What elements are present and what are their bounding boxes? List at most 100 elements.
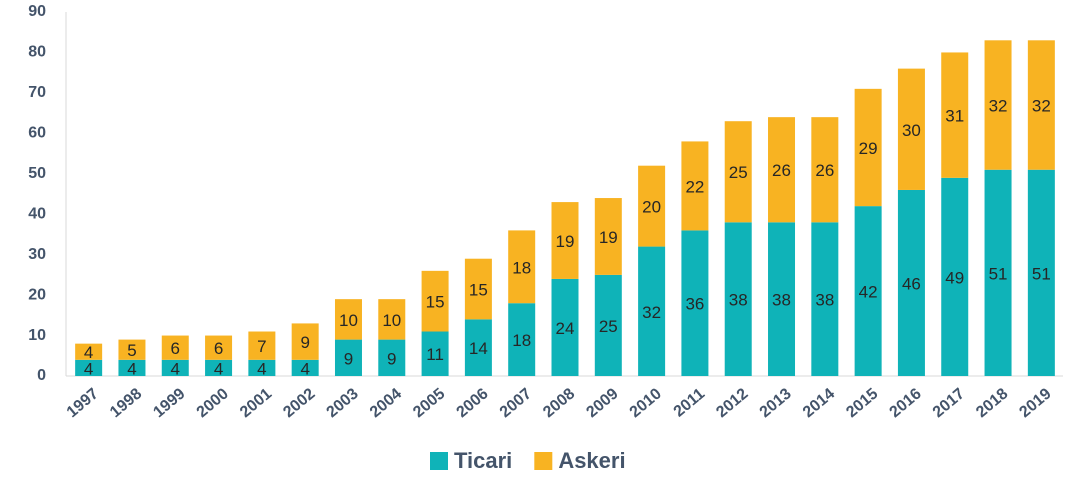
bar-segment xyxy=(248,331,276,360)
bar-segment xyxy=(248,359,276,376)
value-label: 51 xyxy=(989,264,1008,283)
x-tick-label: 2005 xyxy=(410,385,448,421)
y-tick-label: 50 xyxy=(28,165,46,182)
value-label: 10 xyxy=(339,311,358,330)
value-label: 4 xyxy=(171,359,180,378)
bar-segment xyxy=(1027,40,1055,170)
x-tick-label: 2018 xyxy=(973,385,1011,421)
value-label: 30 xyxy=(902,121,921,140)
bar-segment xyxy=(897,68,925,190)
bar-segment xyxy=(594,274,622,376)
value-label: 38 xyxy=(815,291,834,310)
x-tick-label: 2002 xyxy=(280,385,318,421)
y-tick-label: 40 xyxy=(28,205,46,222)
bar-segment xyxy=(421,270,449,332)
value-label: 4 xyxy=(300,359,309,378)
x-tick-label: 1997 xyxy=(64,385,102,421)
value-label: 4 xyxy=(257,359,266,378)
bar-segment xyxy=(161,335,189,360)
bar-segment xyxy=(984,40,1012,170)
bar-segment xyxy=(724,222,752,376)
x-tick-label: 2019 xyxy=(1016,385,1054,421)
value-label: 9 xyxy=(344,349,353,368)
x-tick-label: 2008 xyxy=(540,385,578,421)
x-tick-label: 2014 xyxy=(800,385,838,421)
bar-segment xyxy=(811,117,839,223)
bar-segment xyxy=(75,343,103,360)
value-label: 11 xyxy=(426,345,444,364)
bar-segment xyxy=(75,359,103,376)
value-label: 18 xyxy=(512,258,531,277)
value-label: 4 xyxy=(84,359,93,378)
y-tick-label: 20 xyxy=(28,286,46,303)
value-label: 9 xyxy=(300,333,309,352)
bar-segment xyxy=(811,222,839,376)
x-tick-label: 2011 xyxy=(671,385,709,420)
x-tick-label: 2007 xyxy=(497,385,535,421)
value-label: 32 xyxy=(989,97,1008,116)
x-tick-label: 2009 xyxy=(583,385,621,421)
value-label: 4 xyxy=(127,359,136,378)
bar-segment xyxy=(161,359,189,376)
legend-label: Askeri xyxy=(558,448,625,473)
bar-segment xyxy=(291,359,319,376)
bar-segment xyxy=(118,339,146,360)
value-label: 22 xyxy=(685,177,704,196)
x-tick-label: 2001 xyxy=(237,385,275,421)
bar-segment xyxy=(941,52,969,178)
value-label: 4 xyxy=(84,343,93,362)
bar-segment xyxy=(551,278,579,376)
value-label: 5 xyxy=(127,341,136,360)
bar-segment xyxy=(421,331,449,376)
x-tick-label: 2006 xyxy=(453,385,491,421)
value-label: 38 xyxy=(729,291,748,310)
bar-segment xyxy=(464,319,492,376)
bar-segment xyxy=(681,230,709,376)
bar-segment xyxy=(638,246,666,376)
value-label: 31 xyxy=(945,107,964,126)
bar-segment xyxy=(378,339,406,376)
bar-segment xyxy=(334,339,362,376)
bar-segment xyxy=(205,335,233,360)
bar-segment xyxy=(854,206,882,376)
x-tick-label: 1998 xyxy=(107,385,145,421)
value-label: 14 xyxy=(469,339,488,358)
x-tick-label: 2015 xyxy=(843,385,881,421)
bar-segment xyxy=(1027,169,1055,376)
value-label: 26 xyxy=(772,161,791,180)
value-label: 18 xyxy=(512,331,531,350)
value-label: 25 xyxy=(599,317,618,336)
bar-segment xyxy=(768,222,796,376)
x-tick-label: 2016 xyxy=(887,385,925,421)
bar-segment xyxy=(724,121,752,223)
value-label: 32 xyxy=(642,303,661,322)
value-label: 24 xyxy=(556,319,575,338)
bar-segment xyxy=(118,359,146,376)
legend-swatch xyxy=(534,452,553,470)
bar-segment xyxy=(205,359,233,376)
value-label: 20 xyxy=(642,198,661,217)
y-tick-label: 0 xyxy=(37,367,46,384)
x-tick-label: 1999 xyxy=(150,385,188,421)
value-label: 6 xyxy=(214,339,223,358)
bar-segment xyxy=(768,117,796,223)
y-tick-label: 60 xyxy=(28,125,46,142)
x-tick-label: 2003 xyxy=(324,385,362,421)
y-tick-label: 10 xyxy=(28,327,46,344)
y-tick-label: 70 xyxy=(28,84,46,101)
bar-segment xyxy=(854,88,882,207)
x-tick-label: 2004 xyxy=(367,385,405,421)
value-label: 10 xyxy=(382,311,401,330)
x-tick-label: 2010 xyxy=(627,385,665,421)
value-label: 6 xyxy=(171,339,180,358)
value-label: 19 xyxy=(599,228,618,247)
bar-segment xyxy=(638,165,666,247)
value-label: 51 xyxy=(1032,264,1051,283)
y-tick-label: 80 xyxy=(28,44,46,61)
bar-segment xyxy=(508,230,536,304)
legend-label: Ticari xyxy=(454,448,512,473)
x-tick-label: 2017 xyxy=(930,385,968,421)
value-label: 25 xyxy=(729,163,748,182)
bar-segment xyxy=(941,177,969,376)
